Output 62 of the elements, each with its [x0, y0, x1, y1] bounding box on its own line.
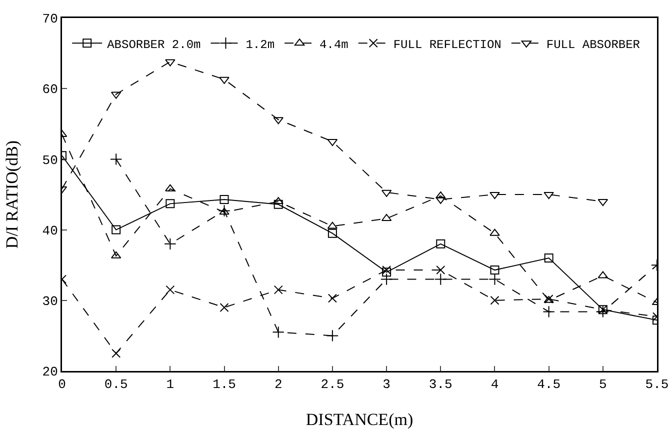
legend-label: FULL ABSORBER: [546, 38, 640, 52]
point: [165, 184, 176, 192]
x-tick-label: 3: [382, 377, 390, 392]
x-tick-label: 0.5: [104, 377, 128, 392]
x-tick-label: 5.5: [645, 377, 669, 392]
point: [273, 117, 284, 124]
legend-label: 1.2m: [246, 38, 275, 52]
point: [112, 225, 121, 234]
y-tick-label: 60: [42, 82, 58, 98]
x-tick-label: 1: [166, 377, 174, 392]
point: [112, 348, 121, 358]
point: [274, 285, 283, 294]
x-tick-label: 1.5: [212, 377, 236, 392]
point: [273, 197, 284, 204]
point: [544, 294, 554, 304]
y-axis-title: D/I RATIO(dB): [2, 140, 22, 249]
point: [274, 200, 283, 209]
point: [220, 194, 229, 204]
point: [220, 302, 229, 312]
legend-label: ABSORBER 2.0m: [107, 38, 201, 52]
point: [542, 306, 555, 318]
point: [326, 330, 339, 342]
legend-label: FULL REFLECTION: [393, 38, 502, 52]
point: [490, 228, 500, 236]
y-tick-label: 30: [42, 294, 58, 309]
x-tick-label: 5: [599, 377, 607, 392]
y-tick-label: 70: [42, 12, 58, 27]
point: [164, 238, 176, 250]
x-tick-label: 4.5: [537, 377, 561, 392]
point: [596, 306, 610, 318]
point: [434, 273, 447, 286]
point: [218, 204, 230, 217]
point: [490, 296, 500, 305]
point: [272, 326, 284, 338]
y-tick-label: 50: [42, 152, 58, 168]
x-tick-label: 4: [490, 377, 499, 392]
point: [219, 76, 230, 84]
legend-label: 4.4m: [320, 38, 348, 52]
point: [328, 228, 337, 238]
point: [436, 239, 446, 248]
point: [436, 196, 446, 204]
point: [328, 294, 337, 303]
point: [382, 268, 392, 277]
x-tick-label: 2.5: [320, 377, 344, 392]
point: [380, 273, 393, 286]
point: [166, 199, 175, 208]
point: [544, 254, 554, 263]
x-tick-label: 2: [274, 377, 282, 392]
point: [110, 153, 122, 166]
x-tick-label: 3.5: [428, 377, 452, 392]
point: [436, 266, 446, 275]
point: [219, 208, 230, 215]
point: [490, 266, 500, 275]
point: [166, 285, 175, 294]
point: [165, 59, 176, 66]
point: [382, 266, 392, 275]
y-tick-label: 20: [42, 364, 58, 380]
x-tick-label: 0: [58, 377, 66, 392]
y-tick-label: 40: [42, 223, 58, 238]
x-axis-title: DISTANCE(m): [306, 410, 414, 429]
point: [488, 273, 501, 286]
point: [436, 191, 446, 198]
